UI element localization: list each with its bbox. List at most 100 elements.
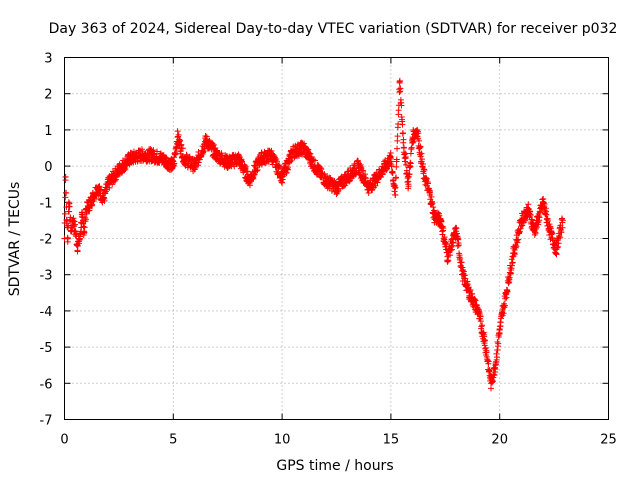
data-point [101,197,108,204]
data-point [484,357,491,364]
data-point [508,265,515,272]
data-point [516,228,523,235]
data-point [307,150,314,157]
x-tick-label: 20 [491,433,508,448]
data-point [174,128,181,135]
data-point [284,165,291,172]
data-point [503,294,510,301]
data-point [543,211,550,218]
data-point [177,137,184,144]
data-point [392,184,399,191]
data-point [398,102,405,109]
data-point [514,239,521,246]
data-point [395,107,402,114]
data-point [544,217,551,224]
y-tick-label: 3 [44,52,52,67]
data-point [399,130,406,137]
data-point [415,130,422,137]
data-point [286,158,293,165]
data-point [414,133,421,140]
data-point [452,225,459,232]
y-tick-labels: -7 -6 -5 -4 -3 -2 -1 0 1 2 3 [40,52,53,429]
data-point [485,358,492,365]
data-point [513,243,520,250]
data-point [318,166,325,173]
y-tick-label: -3 [40,269,53,284]
y-tick-label: -2 [40,233,53,248]
data-point [310,156,317,163]
data-point [64,238,71,245]
data-point [461,272,468,279]
data-point [410,138,417,145]
data-point [440,225,447,232]
data-point [402,158,408,165]
data-point [417,153,424,160]
data-point [515,236,522,243]
data-point [304,146,311,153]
data-point [467,286,474,293]
data-point [175,131,182,138]
data-point [183,151,190,158]
data-point [417,143,424,150]
data-point [393,163,400,170]
y-tick-label: -6 [40,377,53,392]
data-point [489,378,496,385]
data-point [195,159,202,166]
data-point [396,89,403,96]
data-point [429,200,436,207]
data-point [66,208,73,215]
data-point [405,183,412,190]
data-point [194,162,201,169]
data-point [154,148,161,155]
data-point [395,120,402,127]
data-point [481,337,488,344]
data-point [285,164,292,171]
x-tick-label: 0 [60,433,68,448]
data-point [83,210,90,217]
data-point [555,243,562,250]
data-point [170,161,177,168]
data-point [494,339,501,346]
chart-title: Day 363 of 2024, Sidereal Day-to-day VTE… [49,21,618,37]
data-point [203,133,210,140]
data-point [416,137,423,144]
y-tick-label: -7 [40,414,53,429]
data-point [394,145,401,152]
data-point [279,179,286,186]
data-point [558,229,565,236]
x-tick-label: 5 [169,433,177,448]
data-point [493,354,500,361]
data-point [420,161,427,168]
data-point [72,221,79,228]
data-point [481,333,488,340]
data-point [516,229,523,236]
data-point [423,176,430,183]
data-point [393,174,400,181]
data-point [409,139,416,146]
data-point [557,234,564,241]
data-point [453,225,460,232]
data-point [502,295,509,302]
data-point [438,218,445,225]
data-point [179,145,186,152]
data-point [475,308,482,315]
data-point [71,218,78,225]
data-point [393,156,400,163]
data-point [81,224,88,231]
data-point [552,249,559,256]
data-point [342,182,349,189]
data-point [509,259,516,266]
y-tick-label: -5 [40,341,53,356]
data-point [362,175,369,182]
data-point [418,156,425,163]
data-point [458,259,465,266]
data-point [444,258,451,265]
data-point [522,217,529,224]
data-point [372,182,379,189]
data-point [400,136,407,143]
data-point [512,244,519,251]
data-point [407,160,414,167]
data-point [246,182,253,189]
data-point [312,157,319,164]
data-point [532,230,539,237]
